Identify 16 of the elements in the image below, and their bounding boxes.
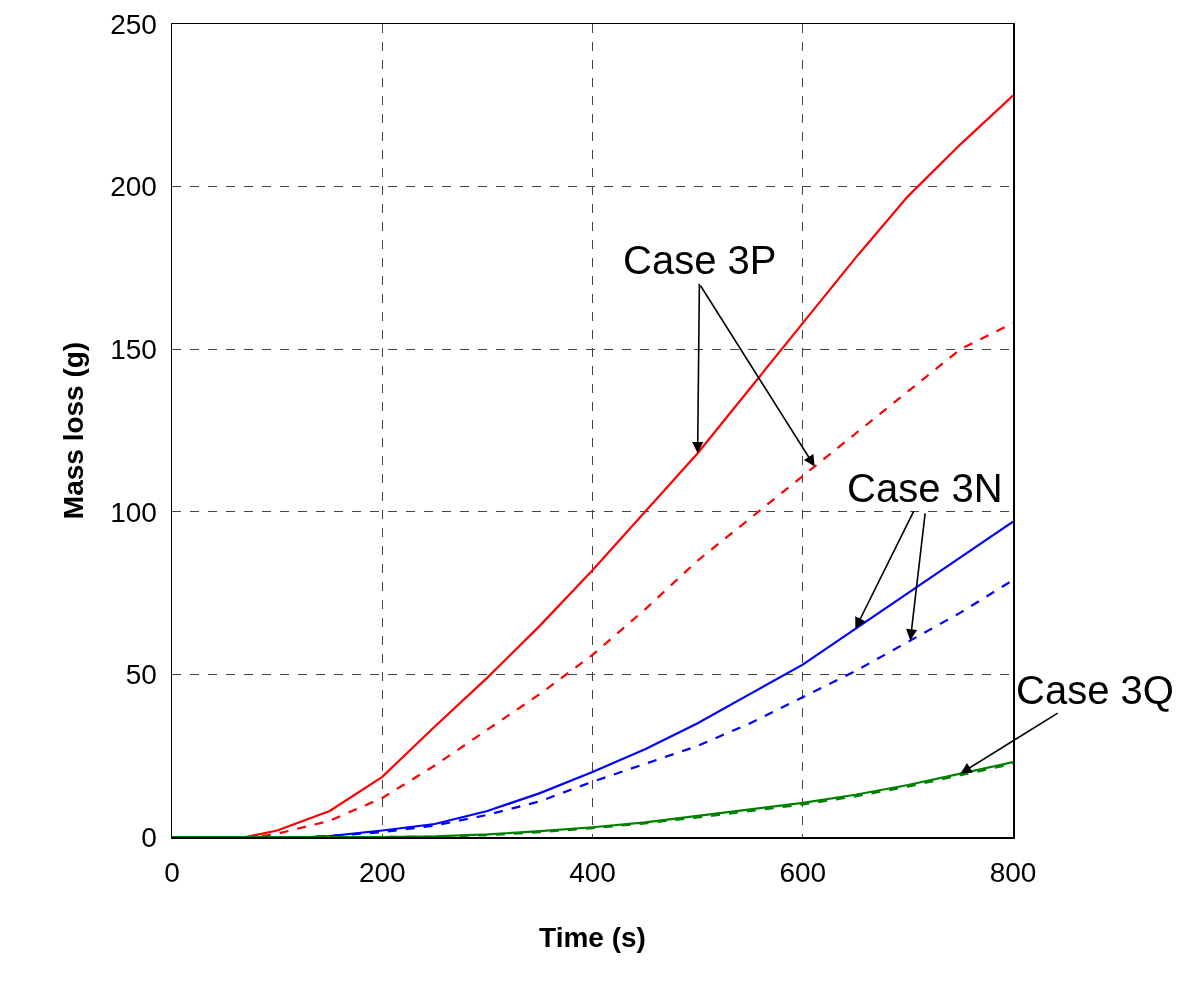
x-tick-label: 200 (358, 857, 406, 889)
x-tick-label: 0 (164, 857, 180, 889)
y-tick-label: 150 (110, 334, 157, 365)
y-tick-label: 250 (110, 8, 157, 40)
x-tick-label: 600 (779, 857, 827, 889)
annotation: Case 3N (847, 466, 1003, 510)
y-tick-label: 0 (141, 821, 157, 853)
y-tick-label: 50 (125, 659, 157, 691)
x-axis-title: Time (s) (539, 921, 646, 953)
y-tick-label: 200 (110, 171, 157, 203)
x-tick-label: 400 (569, 857, 616, 889)
annotation: Case 3P (623, 238, 777, 282)
y-axis-title: Mass loss (g) (58, 341, 90, 520)
x-tick-label: 800 (989, 857, 1037, 889)
annotation: Case 3Q (1016, 668, 1174, 712)
y-tick-label: 100 (110, 496, 157, 528)
